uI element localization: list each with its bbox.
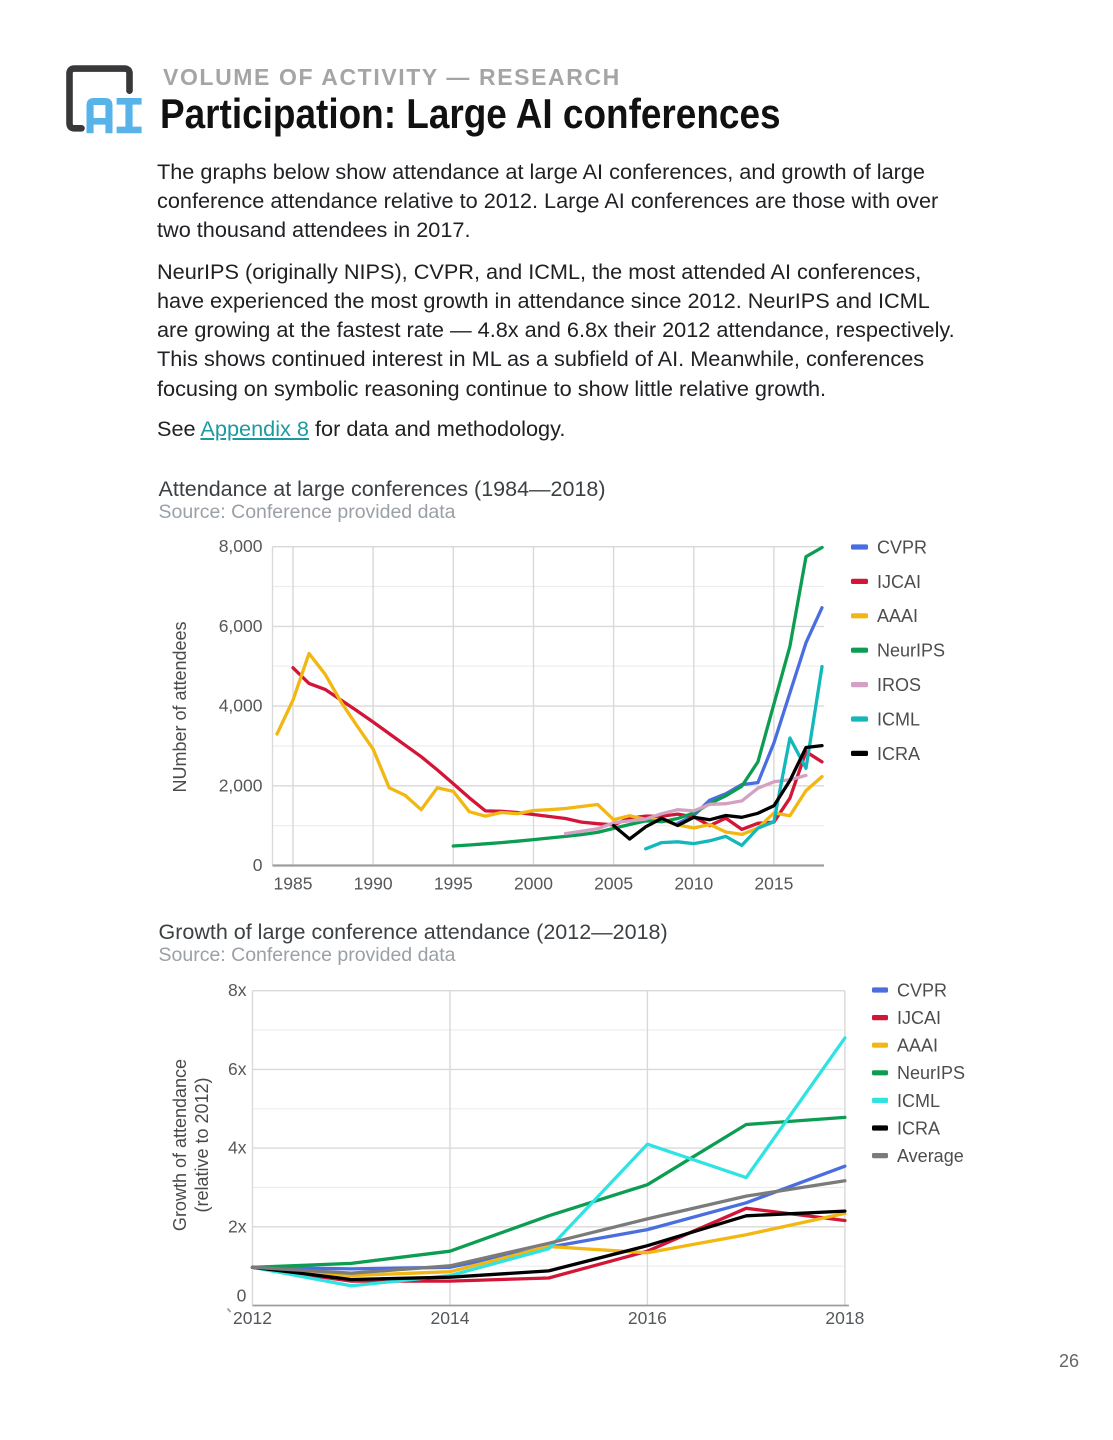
svg-text:AAAI: AAAI [877, 606, 918, 626]
svg-text:2012: 2012 [233, 1308, 272, 1328]
svg-text:0: 0 [237, 1286, 247, 1306]
svg-text:Average: Average [897, 1146, 964, 1166]
svg-text:8,000: 8,000 [219, 536, 263, 556]
svg-text:(relative to 2012): (relative to 2012) [192, 1077, 212, 1212]
svg-text:2014: 2014 [431, 1308, 470, 1328]
svg-text:2,000: 2,000 [219, 775, 263, 795]
svg-text:2018: 2018 [825, 1308, 864, 1328]
svg-text:ICRA: ICRA [897, 1118, 940, 1138]
svg-text:2015: 2015 [754, 874, 793, 894]
svg-text:NeurIPS: NeurIPS [897, 1063, 965, 1083]
svg-text:IJCAI: IJCAI [897, 1008, 941, 1028]
svg-text:CVPR: CVPR [897, 980, 947, 1000]
svg-text:ICML: ICML [897, 1091, 940, 1111]
svg-text:2010: 2010 [674, 874, 713, 894]
svg-text:CVPR: CVPR [877, 537, 927, 557]
svg-text:1985: 1985 [274, 874, 313, 894]
svg-text:6x: 6x [228, 1059, 247, 1079]
svg-text:6,000: 6,000 [219, 616, 263, 636]
svg-text:NUmber of attendees: NUmber of attendees [170, 621, 190, 792]
svg-text:4,000: 4,000 [219, 696, 263, 716]
svg-text:2005: 2005 [594, 874, 633, 894]
svg-text:4x: 4x [228, 1138, 247, 1158]
svg-text:Growth of attendance: Growth of attendance [170, 1059, 190, 1231]
svg-text:NeurIPS: NeurIPS [877, 641, 945, 661]
svg-text:ICML: ICML [877, 709, 920, 729]
svg-text:8x: 8x [228, 980, 247, 1000]
svg-text:2x: 2x [228, 1216, 247, 1236]
svg-text:0: 0 [253, 855, 263, 875]
svg-text:1990: 1990 [354, 874, 393, 894]
svg-text:IROS: IROS [877, 675, 921, 695]
svg-text:2000: 2000 [514, 874, 553, 894]
svg-text:1995: 1995 [434, 874, 473, 894]
svg-text:2016: 2016 [628, 1308, 667, 1328]
svg-text:ICRA: ICRA [877, 744, 920, 764]
svg-text:IJCAI: IJCAI [877, 572, 921, 592]
svg-text:AAAI: AAAI [897, 1036, 938, 1056]
